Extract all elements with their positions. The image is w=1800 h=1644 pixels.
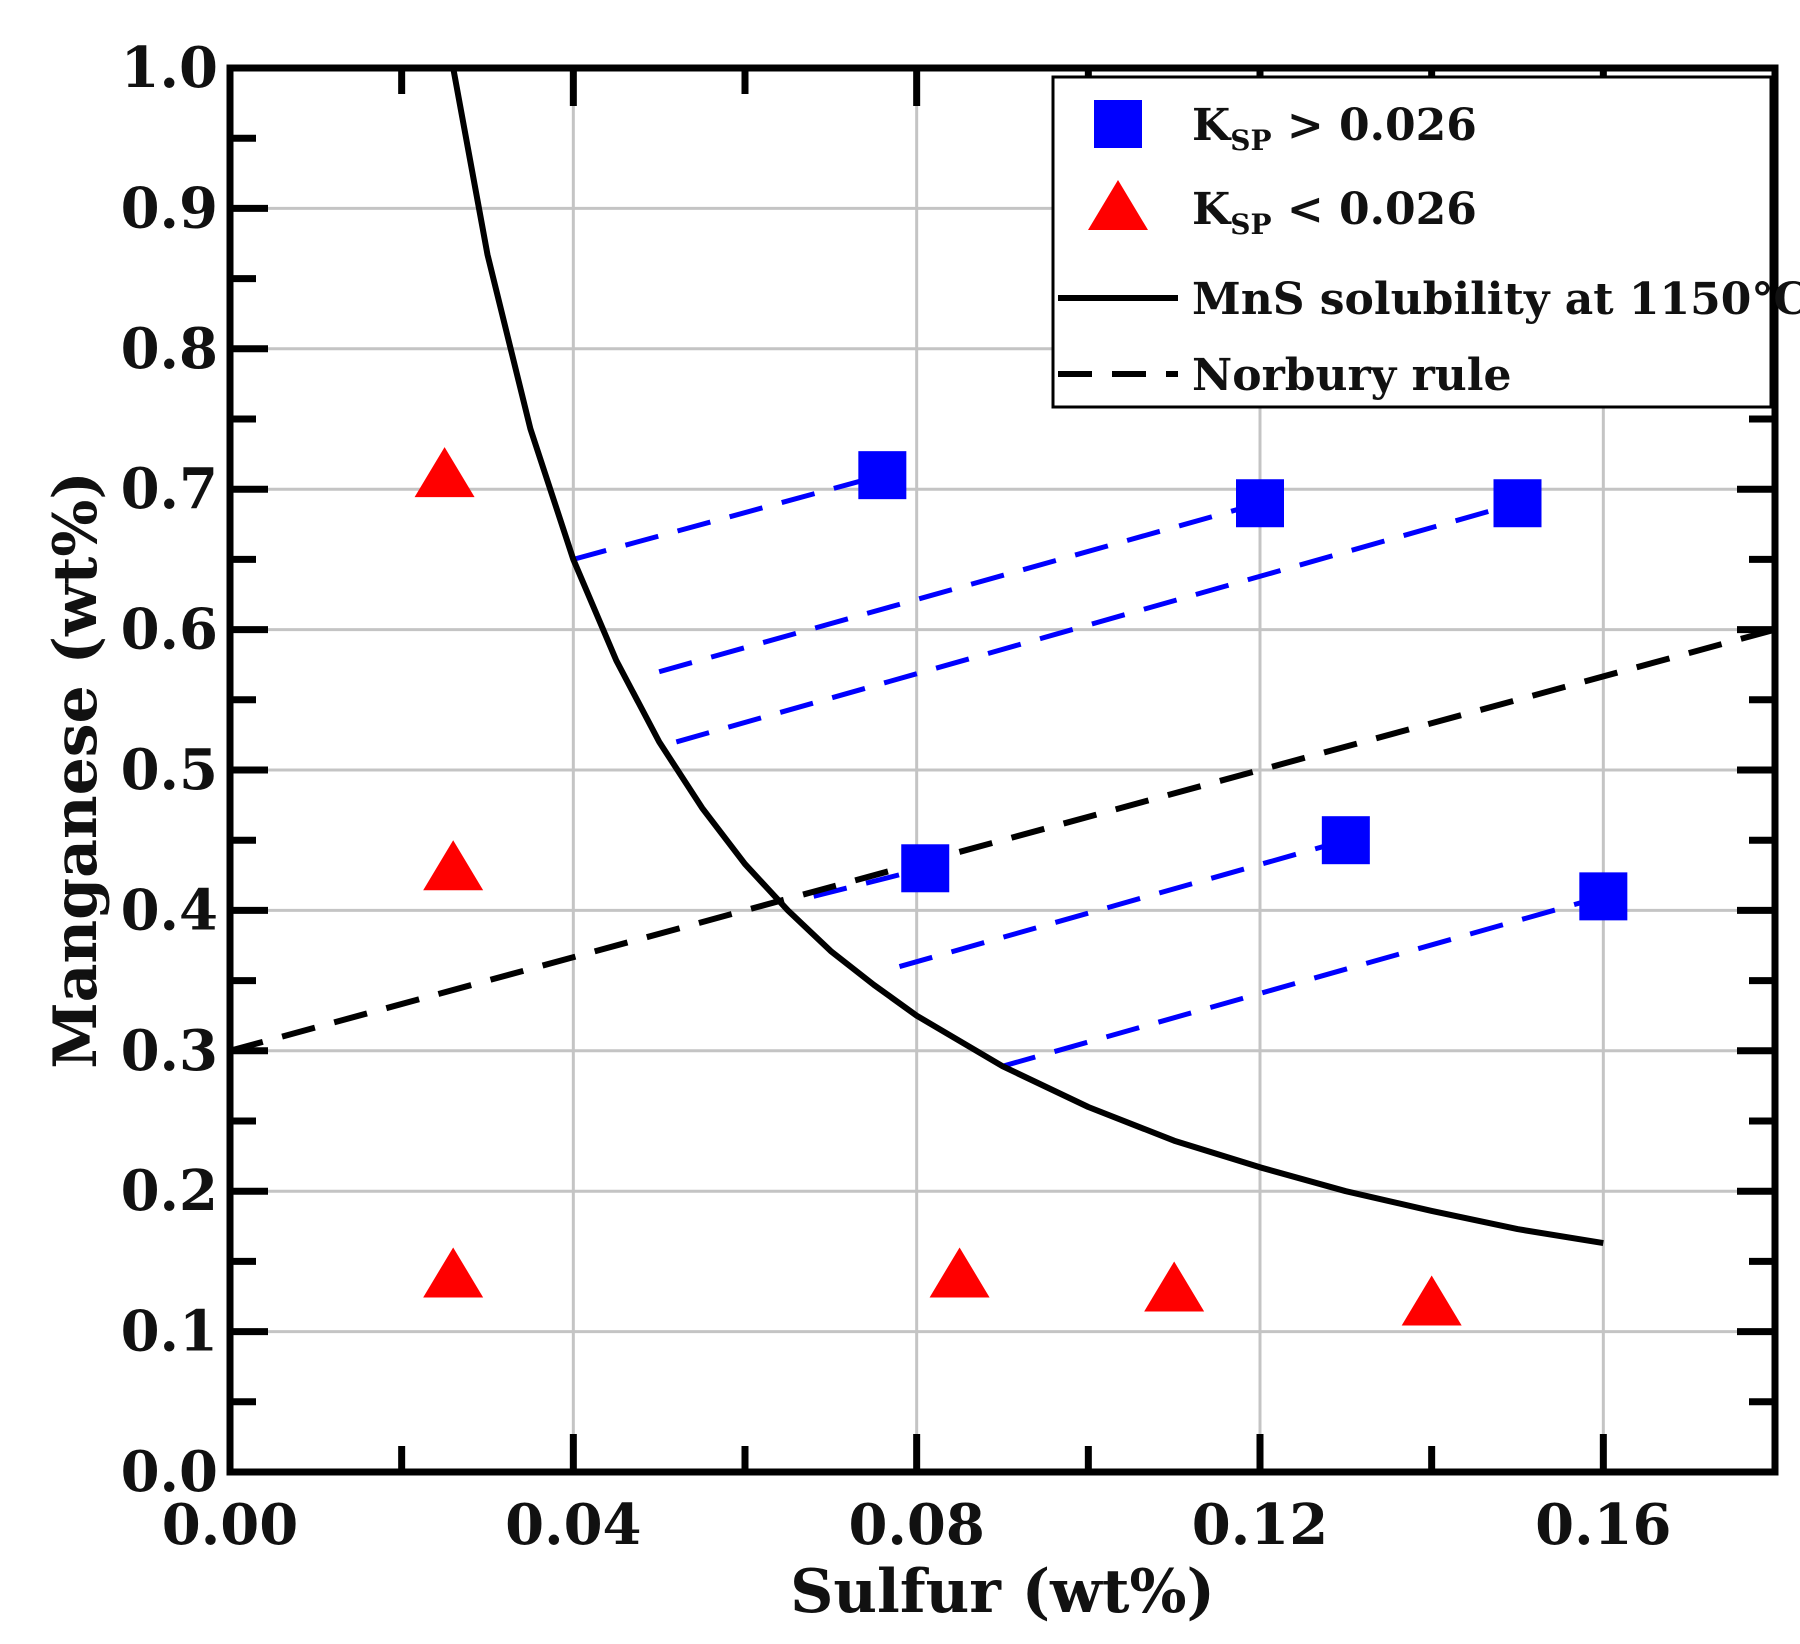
- y-tick-label: 0.7: [121, 456, 218, 522]
- data-point-triangle: [423, 840, 484, 891]
- data-point-triangle: [929, 1247, 990, 1298]
- data-point-triangle: [1401, 1275, 1462, 1326]
- data-point-square: [1321, 816, 1370, 865]
- y-axis-title: Manganese (wt%): [41, 471, 111, 1069]
- connector-line: [898, 837, 1347, 969]
- y-tick-label: 0.1: [121, 1299, 218, 1365]
- y-tick-label: 0.3: [121, 1018, 218, 1084]
- data-point-square: [1236, 479, 1284, 528]
- x-tick-label: 0.12: [1192, 1492, 1328, 1558]
- axis-ticks: 0.00 0.04 0.08 0.12 0.16 0.0 0.1 0.2 0.3 0.4 0.5 0.…: [121, 35, 1775, 1558]
- x-tick-label: 0.04: [505, 1492, 641, 1558]
- legend: KSP > 0.026 KSP < 0.026 MnS solubility at …: [1051, 75, 1800, 409]
- data-point-triangle: [414, 447, 475, 498]
- y-tick-label: 0.9: [121, 175, 218, 241]
- data-point-square: [858, 451, 907, 500]
- legend-box: [1051, 75, 1773, 409]
- x-tick-label: 0.00: [162, 1492, 298, 1558]
- y-tick-label: 0.0: [121, 1439, 218, 1505]
- y-tick-label: 1.0: [121, 35, 218, 101]
- y-tick-label: 0.6: [121, 597, 218, 663]
- x-tick-label: 0.16: [1535, 1492, 1671, 1558]
- data-point-square: [1579, 872, 1628, 921]
- connector-line: [675, 500, 1519, 745]
- data-point-triangle: [423, 1247, 484, 1298]
- y-tick-label: 0.4: [121, 877, 218, 943]
- norbury-rule-line: [229, 626, 1776, 1054]
- data-point-square: [901, 844, 950, 893]
- legend-marker-square: [1094, 100, 1142, 148]
- x-tick-label: 0.08: [848, 1492, 984, 1558]
- legend-label: MnS solubility at 1150°C: [1192, 274, 1800, 325]
- mns-solubility-curve: [450, 67, 1604, 1247]
- data-point-triangle: [1144, 1261, 1205, 1312]
- legend-label: KSP > 0.026: [1192, 100, 1477, 157]
- y-tick-label: 0.8: [121, 316, 218, 382]
- legend-label: KSP < 0.026: [1192, 184, 1477, 241]
- legend-marker-triangle: [1088, 180, 1148, 230]
- x-axis-title: Sulfur (wt%): [790, 1557, 1215, 1627]
- legend-label: Norbury rule: [1192, 350, 1511, 401]
- connector-line: [1001, 893, 1605, 1069]
- data-point-square: [1493, 479, 1542, 528]
- connector-line: [813, 865, 926, 899]
- connector-line: [658, 500, 1261, 675]
- y-tick-label: 0.2: [121, 1158, 218, 1224]
- plot-area: [229, 67, 1776, 1326]
- y-tick-label: 0.5: [121, 737, 218, 803]
